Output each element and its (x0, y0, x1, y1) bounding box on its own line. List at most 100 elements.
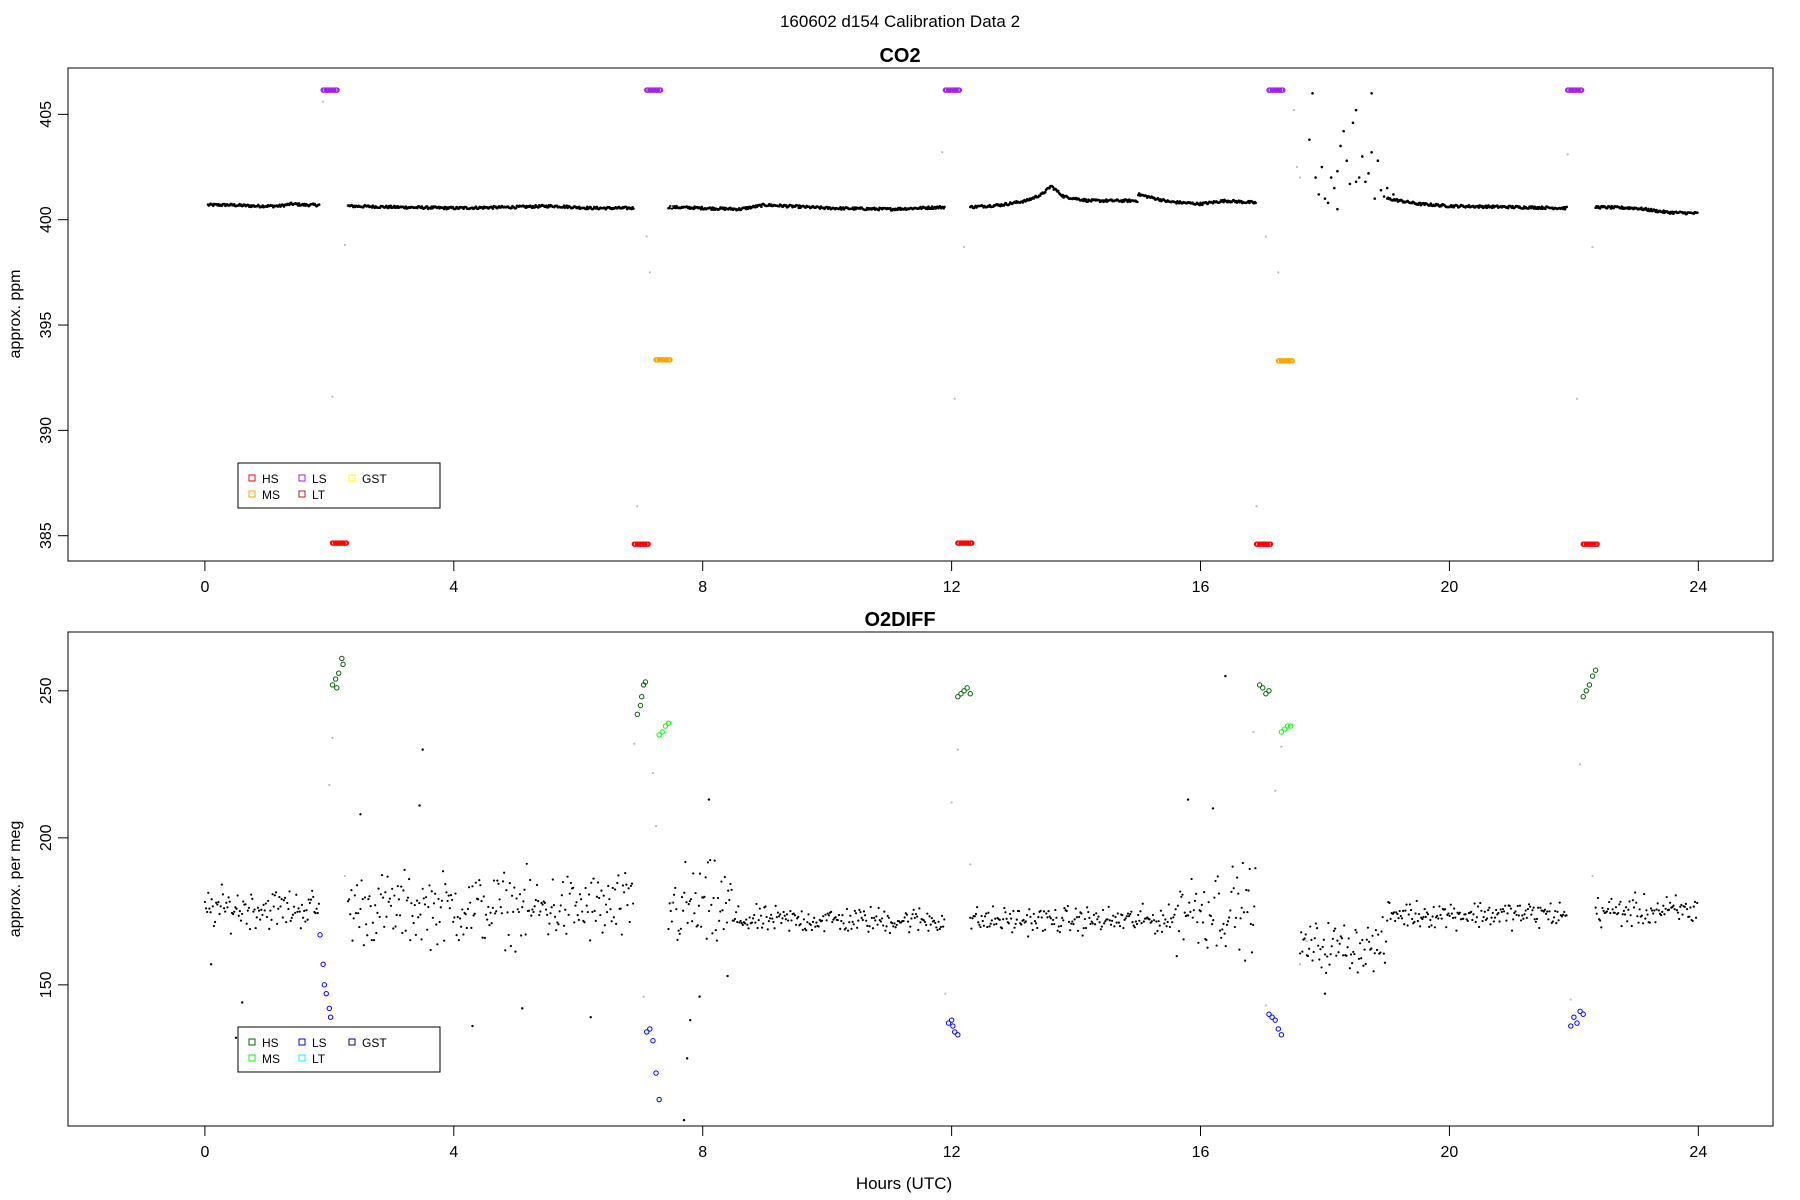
o2diff-data-point (1314, 922, 1318, 925)
o2diff-data-point (1059, 924, 1063, 928)
o2diff-data-point (1040, 916, 1043, 919)
o2diff-data-point (1406, 924, 1409, 927)
co2-data-point (1647, 207, 1650, 211)
o2diff-data-point (1491, 911, 1494, 915)
o2diff-data-point (1345, 954, 1348, 957)
o2diff-data-point (535, 883, 539, 887)
o2diff-data-point (234, 906, 237, 909)
o2diff-data-point (747, 927, 750, 930)
co2-x-tick-label: 20 (1441, 579, 1459, 596)
o2diff-data-point (720, 880, 723, 883)
o2diff-data-point (1556, 910, 1559, 913)
o2diff-calibration-ms (1281, 726, 1288, 732)
o2diff-data-point (787, 919, 790, 922)
o2diff-data-point (1595, 912, 1598, 915)
co2-data-point (1361, 155, 1364, 158)
o2diff-data-point (718, 919, 721, 922)
o2diff-data-point (530, 914, 533, 917)
o2diff-calibration-hs (634, 711, 641, 718)
co2-data-point (1392, 193, 1395, 196)
o2diff-data-point (1199, 910, 1202, 913)
o2diff-transition-point (633, 742, 636, 745)
o2diff-data-point (895, 923, 898, 927)
o2diff-data-point (1500, 910, 1503, 914)
o2diff-data-point (1495, 908, 1498, 912)
o2diff-data-point (621, 884, 625, 887)
o2diff-data-point (1433, 926, 1436, 929)
o2diff-data-point (1298, 952, 1302, 955)
o2diff-data-point (1010, 917, 1013, 920)
o2diff-data-point (366, 934, 369, 937)
o2diff-data-point (1681, 913, 1684, 916)
co2-data-point (1320, 165, 1324, 169)
o2diff-data-point (1230, 890, 1233, 893)
o2diff-data-point (832, 918, 835, 921)
o2diff-data-point (1114, 915, 1117, 919)
o2diff-data-point (822, 915, 825, 918)
o2diff-data-point (600, 889, 603, 892)
o2diff-data-point (1237, 892, 1240, 895)
o2diff-data-point (423, 903, 427, 906)
o2diff-data-point (515, 897, 518, 900)
o2diff-data-point (244, 903, 247, 906)
o2diff-data-point (1348, 967, 1351, 970)
o2diff-data-point (592, 877, 595, 880)
o2diff-data-point (208, 907, 211, 910)
o2diff-outlier-point (707, 798, 711, 801)
o2diff-data-point (1694, 916, 1698, 919)
o2diff-data-point (1539, 906, 1542, 909)
o2diff-data-point (471, 885, 474, 888)
o2diff-data-point (860, 916, 863, 919)
o2diff-data-point (1330, 945, 1333, 948)
o2diff-data-point (936, 928, 939, 932)
o2diff-data-point (1189, 910, 1192, 913)
o2diff-data-point (1614, 906, 1618, 909)
co2-data-point (632, 207, 635, 210)
o2diff-data-point (630, 882, 634, 885)
co2-calibration-hs (340, 540, 346, 546)
o2diff-calibration-ls (647, 1026, 653, 1032)
o2diff-data-point (916, 915, 919, 918)
o2diff-data-point (292, 905, 296, 908)
o2diff-data-point (1487, 909, 1490, 912)
o2diff-data-point (714, 929, 717, 932)
o2diff-data-point (1619, 900, 1622, 903)
o2diff-calibration-ls (1266, 1011, 1272, 1017)
o2diff-data-point (447, 894, 450, 897)
o2diff-data-point (1107, 905, 1110, 909)
o2diff-data-point (1115, 921, 1118, 924)
o2diff-data-point (1166, 920, 1169, 924)
o2diff-data-point (688, 900, 691, 903)
o2diff-data-point (612, 916, 615, 919)
o2diff-data-point (572, 886, 575, 889)
o2diff-data-point (1239, 917, 1242, 920)
o2diff-data-point (988, 925, 991, 928)
o2diff-calibration-ls (955, 1032, 961, 1038)
o2diff-data-point (544, 908, 548, 911)
o2diff-data-point (1628, 900, 1631, 903)
o2diff-data-point (1422, 916, 1425, 919)
o2diff-data-point (391, 887, 394, 890)
o2diff-data-point (1318, 958, 1321, 961)
co2-data-point (1348, 182, 1352, 186)
o2diff-data-point (1482, 916, 1485, 919)
o2diff-data-point (287, 907, 290, 911)
o2diff-data-point (1361, 938, 1364, 942)
o2diff-data-point (420, 938, 423, 941)
o2diff-data-point (411, 914, 414, 918)
o2diff-data-point (381, 896, 385, 899)
o2diff-data-point (601, 931, 604, 934)
o2diff-data-point (1405, 903, 1408, 906)
o2diff-data-point (1534, 920, 1537, 923)
o2diff-transition-point (944, 992, 947, 995)
o2diff-data-point (1340, 937, 1344, 940)
o2diff-data-point (1449, 903, 1452, 906)
o2diff-data-point (268, 927, 271, 930)
o2diff-data-point (1354, 928, 1357, 932)
o2diff-data-point (698, 872, 702, 875)
co2-data-point (927, 205, 930, 208)
o2diff-data-point (426, 928, 429, 931)
o2diff-data-point (1383, 961, 1387, 964)
o2diff-data-point (589, 939, 592, 942)
o2diff-data-point (1070, 922, 1073, 925)
